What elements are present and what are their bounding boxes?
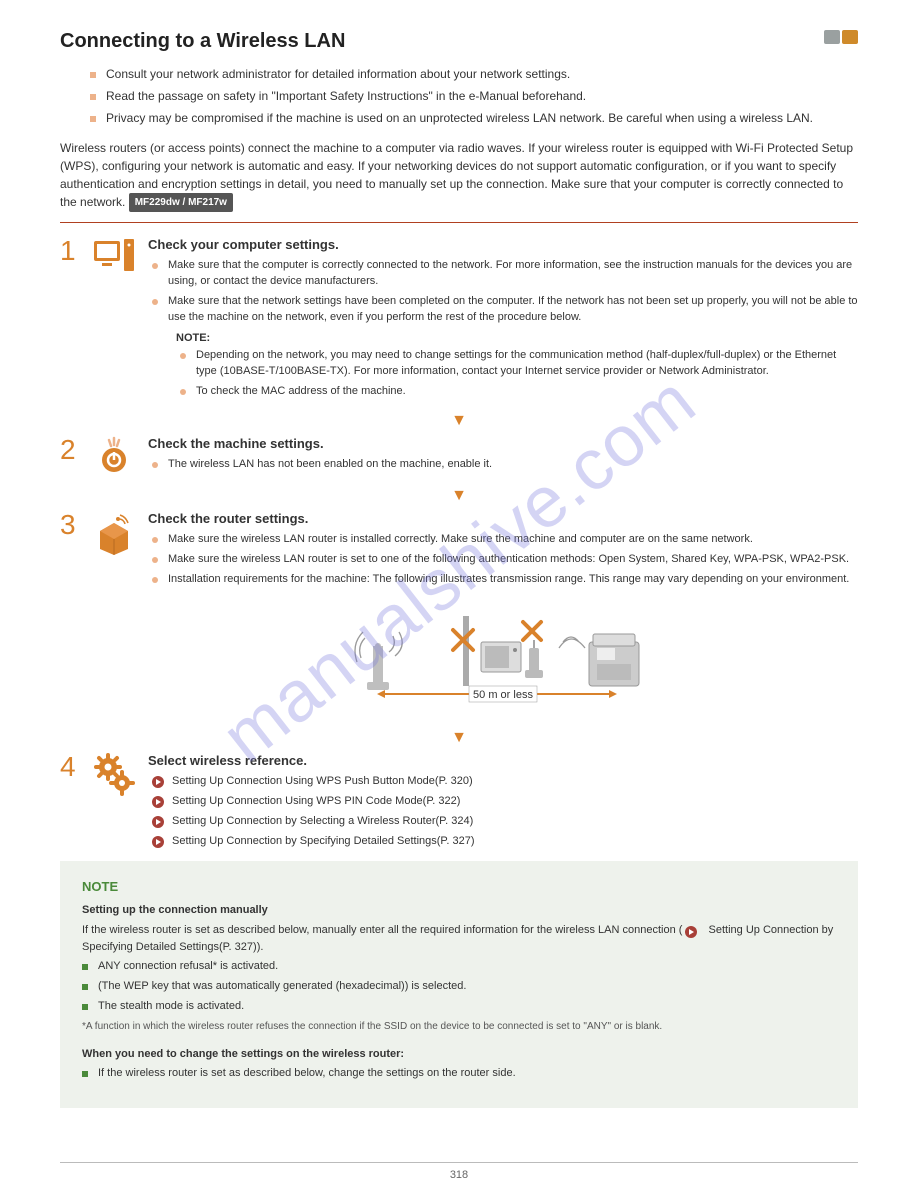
- down-arrow-icon: ▼: [60, 729, 858, 747]
- bullet-icon: [82, 1004, 88, 1010]
- bullet-icon: [90, 116, 96, 122]
- down-arrow-icon: ▼: [60, 412, 858, 430]
- list-item: Make sure that the computer is correctly…: [152, 258, 858, 290]
- bullet-icon: [152, 299, 158, 305]
- step-heading: Select wireless reference.: [148, 753, 858, 768]
- link-arrow-icon: [152, 776, 164, 788]
- list-text: Read the passage on safety in "Important…: [106, 89, 586, 103]
- bullet-icon: [82, 1071, 88, 1077]
- list-item: The wireless LAN has not been enabled on…: [152, 457, 858, 473]
- link-text: Setting Up Connection by Specifying Deta…: [172, 834, 474, 850]
- list-item: Make sure that the network settings have…: [152, 294, 858, 326]
- list-item: Privacy may be compromised if the machin…: [90, 111, 858, 125]
- bullet-icon: [180, 389, 186, 395]
- list-text: (The WEP key that was automatically gene…: [98, 979, 466, 995]
- step-1: 1 Check your computer settings. Make sur…: [60, 237, 858, 404]
- bullet-icon: [82, 984, 88, 990]
- list-text: Make sure that the network settings have…: [168, 294, 858, 326]
- list-item: (The WEP key that was automatically gene…: [82, 979, 836, 995]
- list-text: Privacy may be compromised if the machin…: [106, 111, 813, 125]
- step-number: 3: [60, 511, 88, 721]
- bullet-icon: [152, 263, 158, 269]
- down-arrow-icon: ▼: [60, 487, 858, 505]
- intro-bullet-list: Consult your network administrator for d…: [90, 67, 858, 125]
- link-item[interactable]: Setting Up Connection by Selecting a Wir…: [152, 814, 858, 830]
- link-arrow-icon: [152, 836, 164, 848]
- list-item: Consult your network administrator for d…: [90, 67, 858, 81]
- list-item: Read the passage on safety in "Important…: [90, 89, 858, 103]
- list-text: Make sure the wireless LAN router is set…: [168, 552, 849, 568]
- note-footnote: *A function in which the wireless router…: [82, 1019, 836, 1034]
- note-title: NOTE: [82, 879, 836, 894]
- bullet-icon: [152, 462, 158, 468]
- bullet-icon: [152, 537, 158, 543]
- list-item: Make sure the wireless LAN router is ins…: [152, 532, 858, 548]
- step-2: 2 Check the machine settings. The wirele…: [60, 436, 858, 479]
- speaker-icon: [824, 30, 840, 44]
- step-number: 2: [60, 436, 88, 479]
- link-item[interactable]: Setting Up Connection Using WPS PIN Code…: [152, 794, 858, 810]
- list-item: Make sure the wireless LAN router is set…: [152, 552, 858, 568]
- bullet-icon: [82, 964, 88, 970]
- step-3: 3 Check the router settings. Make sure t…: [60, 511, 858, 721]
- link-item[interactable]: Setting Up Connection by Specifying Deta…: [152, 834, 858, 850]
- list-item: The stealth mode is activated.: [82, 999, 836, 1015]
- link-text: Setting Up Connection by Selecting a Wir…: [172, 814, 473, 830]
- bullet-icon: [152, 577, 158, 583]
- note-box: NOTE Setting up the connection manually …: [60, 861, 858, 1108]
- list-text: Installation requirements for the machin…: [168, 572, 849, 588]
- link-arrow-icon: [685, 926, 697, 938]
- link-item[interactable]: Setting Up Connection Using WPS Push But…: [152, 774, 858, 790]
- corner-icons: [824, 30, 858, 44]
- bullet-icon: [180, 353, 186, 359]
- intro-paragraph: Wireless routers (or access points) conn…: [60, 139, 858, 212]
- list-item: Depending on the network, you may need t…: [180, 348, 858, 380]
- gears-icon: [88, 753, 140, 854]
- page-title: Connecting to a Wireless LAN: [60, 30, 345, 53]
- list-text: Make sure the wireless LAN router is ins…: [168, 532, 753, 548]
- bullet-icon: [90, 72, 96, 78]
- list-item: If the wireless router is set as describ…: [82, 1066, 836, 1082]
- step-number: 4: [60, 753, 88, 854]
- list-text: ANY connection refusal* is activated.: [98, 959, 278, 975]
- list-text: If the wireless router is set as describ…: [98, 1066, 516, 1082]
- sub-note-heading: NOTE:: [176, 332, 858, 344]
- bullet-icon: [90, 94, 96, 100]
- step-heading: Check the machine settings.: [148, 436, 858, 451]
- list-item: Installation requirements for the machin…: [152, 572, 858, 588]
- link-arrow-icon: [152, 816, 164, 828]
- monitor-icon: [88, 237, 140, 404]
- link-text: Setting Up Connection Using WPS PIN Code…: [172, 794, 460, 810]
- illus-caption: 50 m or less: [473, 689, 533, 701]
- step-number: 1: [60, 237, 88, 404]
- note-subheading: Setting up the connection manually: [82, 904, 836, 916]
- list-text: To check the MAC address of the machine.: [196, 384, 406, 400]
- link-arrow-icon: [152, 796, 164, 808]
- list-item: ANY connection refusal* is activated.: [82, 959, 836, 975]
- list-text: Depending on the network, you may need t…: [196, 348, 858, 380]
- list-text: The wireless LAN has not been enabled on…: [168, 457, 492, 473]
- power-icon: [88, 436, 140, 479]
- divider: [60, 222, 858, 223]
- step-heading: Check the router settings.: [148, 511, 858, 526]
- note-paragraph: If the wireless router is set as describ…: [82, 922, 836, 955]
- step-4: 4 Select wireless r: [60, 753, 858, 854]
- model-badge: MF229dw / MF217w: [129, 193, 233, 212]
- link-text: Setting Up Connection Using WPS Push But…: [172, 774, 473, 790]
- range-illustration: 50 m or less: [148, 598, 858, 711]
- step-heading: Check your computer settings.: [148, 237, 858, 252]
- note-subheading: When you need to change the settings on …: [82, 1048, 836, 1060]
- page-number: 318: [0, 1163, 918, 1201]
- list-text: Make sure that the computer is correctly…: [168, 258, 858, 290]
- list-text: Consult your network administrator for d…: [106, 67, 570, 81]
- box-wifi-icon: [88, 511, 140, 721]
- bullet-icon: [152, 557, 158, 563]
- book-icon: [842, 30, 858, 44]
- list-text: The stealth mode is activated.: [98, 999, 244, 1015]
- list-item: To check the MAC address of the machine.: [180, 384, 858, 400]
